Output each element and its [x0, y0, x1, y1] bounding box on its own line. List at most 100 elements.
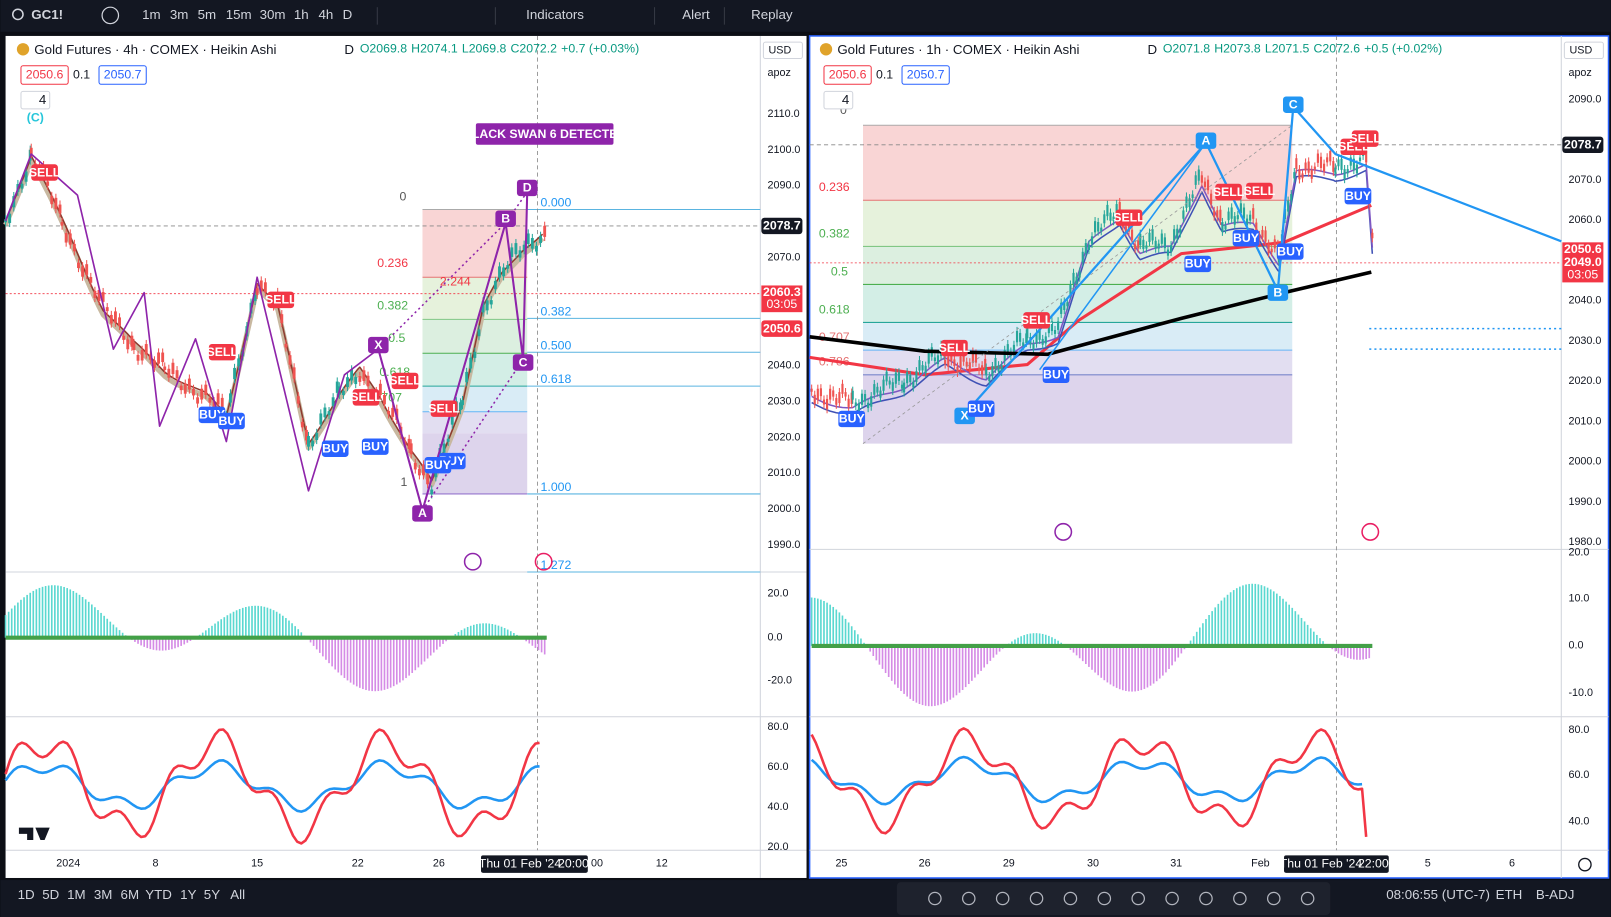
candle	[187, 378, 191, 390]
chart-title[interactable]: Gold Futures · 1h · COMEX · Heikin Ashi	[837, 42, 1079, 57]
interval-button[interactable]: 30m	[260, 7, 286, 22]
fib-level-label: 0.236	[819, 180, 850, 194]
symbol[interactable]: GC1!	[31, 7, 63, 22]
interval-button[interactable]: 1h	[294, 7, 309, 22]
alert-button[interactable]: Alert	[682, 7, 710, 22]
candle	[118, 317, 121, 326]
drawing-tool[interactable]	[1300, 891, 1315, 906]
signal-label: SELL	[939, 341, 971, 355]
ask-price: 2050.7	[907, 68, 945, 82]
candle	[1352, 158, 1355, 170]
signal-label: BUY	[362, 439, 389, 453]
ohlc-low: L2071.5	[1265, 42, 1310, 56]
rsi-tick-label: 40.0	[1568, 815, 1589, 827]
candle	[1134, 244, 1137, 250]
currency[interactable]: USD	[769, 45, 792, 57]
interval-button[interactable]: D	[343, 7, 353, 22]
fib-level-label: 0.618	[819, 302, 850, 316]
candle	[819, 388, 822, 397]
candle	[4, 219, 8, 223]
signal-label: BUY	[1185, 257, 1212, 271]
pattern-point: A	[1202, 133, 1211, 147]
scale-mode[interactable]: apoz	[1568, 67, 1591, 79]
price-badge: 2050.6	[1564, 242, 1602, 256]
candle	[253, 294, 257, 301]
pattern-point-bg	[368, 336, 389, 354]
candle	[891, 382, 894, 391]
settings-icon[interactable]	[1578, 857, 1592, 872]
candle	[1249, 214, 1252, 221]
oscillator-tick-label: 10.0	[1568, 593, 1589, 605]
range-button[interactable]: 1Y	[180, 887, 196, 902]
chart-title[interactable]: Gold Futures · 4h · COMEX · Heikin Ashi	[34, 42, 276, 57]
candle	[1194, 175, 1197, 185]
interval-button[interactable]: 1m	[142, 7, 161, 22]
range-button[interactable]: All	[230, 887, 245, 902]
candle	[510, 247, 514, 257]
drawing-tool[interactable]	[1063, 891, 1078, 906]
scale-mode[interactable]: apoz	[768, 67, 791, 79]
last-price-badge: 2078.7	[1564, 138, 1602, 152]
signal-label-bg	[208, 344, 236, 361]
interval-button[interactable]: 4h	[319, 7, 334, 22]
drawing-tool[interactable]	[1233, 891, 1247, 906]
fib-extension-label: 0.500	[541, 338, 572, 352]
range-button[interactable]: 3M	[94, 887, 113, 902]
drawing-tool[interactable]	[1097, 891, 1112, 906]
drawing-tool[interactable]	[1029, 891, 1044, 906]
candle	[1252, 208, 1255, 219]
signal-label-bg	[321, 440, 349, 457]
interval-button[interactable]: 15m	[226, 7, 252, 22]
candle	[1230, 207, 1233, 219]
candle	[105, 307, 109, 312]
indicator-count[interactable]: 4	[842, 92, 850, 107]
price-tick-label: 2000.0	[1568, 456, 1601, 468]
drawing-tool[interactable]	[995, 891, 1010, 906]
time-tick-label: 00	[591, 857, 603, 869]
range-button[interactable]: 5D	[42, 887, 59, 902]
last-price-badge-bg	[761, 217, 803, 235]
indicators-button[interactable]: Indicators	[526, 7, 584, 22]
replay-button[interactable]: Replay	[751, 7, 793, 22]
price-tick-label: 2090.0	[1568, 93, 1601, 105]
indicator-count[interactable]: 4	[39, 92, 47, 107]
candle	[1139, 233, 1142, 246]
drawing-tool[interactable]	[928, 891, 942, 906]
price-tick-label: 1990.0	[768, 539, 801, 551]
adjustment-toggle[interactable]: B-ADJ	[1536, 887, 1575, 902]
drawing-tool[interactable]	[1266, 891, 1281, 906]
price-tick-label: 2070.0	[768, 252, 801, 264]
signal-label: BUY	[839, 412, 866, 426]
candle	[1142, 239, 1145, 249]
range-button[interactable]: YTD	[145, 887, 172, 902]
candle	[1035, 333, 1038, 344]
countdown-badge-bg	[1562, 242, 1604, 283]
candle	[1227, 211, 1230, 221]
range-button[interactable]: 1D	[18, 887, 35, 902]
range-button[interactable]: 1M	[67, 887, 86, 902]
signal-label-bg	[361, 438, 389, 455]
range-button[interactable]: 5Y	[204, 887, 220, 902]
candle	[1066, 302, 1069, 307]
candle	[469, 357, 473, 369]
candle	[12, 196, 16, 208]
currency[interactable]: USD	[1569, 45, 1592, 57]
ask-price: 2050.7	[104, 68, 142, 82]
candle	[1319, 156, 1323, 168]
range-button[interactable]: 6M	[121, 887, 140, 902]
rsi-fast-line	[4, 728, 540, 845]
drawing-tool[interactable]	[1199, 891, 1213, 906]
interval-button[interactable]: 3m	[170, 7, 189, 22]
session-toggle[interactable]: ETH	[1496, 887, 1523, 902]
interval-button[interactable]: 5m	[198, 7, 217, 22]
pattern-point: X	[374, 338, 383, 352]
price-tick-label: 2040.0	[768, 359, 801, 371]
drawing-tool[interactable]	[961, 891, 976, 906]
drawing-tool[interactable]	[1131, 891, 1145, 906]
add-symbol-icon[interactable]	[101, 6, 120, 25]
pattern-leg	[963, 105, 1562, 415]
drawing-tool[interactable]	[1165, 891, 1179, 906]
candle	[854, 402, 857, 407]
price-tick-label: 2040.0	[1568, 295, 1601, 307]
